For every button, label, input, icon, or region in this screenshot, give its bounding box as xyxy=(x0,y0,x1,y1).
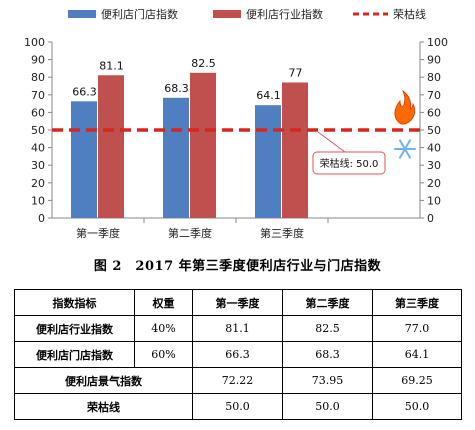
y-tick-label-right: 50 xyxy=(427,124,441,137)
data-label: 68.3 xyxy=(164,82,189,95)
y-tick-label-right: 90 xyxy=(427,54,441,67)
x-tick-label: 第一季度 xyxy=(76,226,120,240)
legend-label: 便利店门店指数 xyxy=(101,7,178,21)
table-header-row: 指数指标 权重 第一季度 第二季度 第三季度 xyxy=(14,289,462,316)
data-label: 64.1 xyxy=(256,89,281,102)
y-tick-label-right: 70 xyxy=(427,89,441,102)
header-weight: 权重 xyxy=(134,289,193,316)
legend-label: 便利店行业指数 xyxy=(246,7,323,21)
bar-store xyxy=(71,101,97,218)
cell-q2: 68.3 xyxy=(282,341,373,368)
row-label: 便利店门店指数 xyxy=(14,341,135,368)
bar-industry xyxy=(190,72,216,218)
index-table: 指数指标 权重 第一季度 第二季度 第三季度 便利店行业指数 40% 81.1 … xyxy=(14,289,462,420)
row-label: 荣枯线 xyxy=(14,393,193,420)
cell-q3: 64.1 xyxy=(372,341,462,368)
data-label: 77 xyxy=(289,66,303,79)
bar-store xyxy=(163,97,189,218)
legend-label: 荣枯线 xyxy=(393,7,426,21)
data-label: 82.5 xyxy=(191,57,216,70)
y-tick-label-left: 30 xyxy=(31,159,45,172)
table-row: 便利店行业指数 40% 81.1 82.5 77.0 xyxy=(14,315,462,342)
data-label: 81.1 xyxy=(99,59,124,72)
y-tick-label-right: 0 xyxy=(427,212,434,225)
row-label: 便利店行业指数 xyxy=(14,315,135,342)
y-tick-label-left: 10 xyxy=(31,194,45,207)
y-tick-label-left: 90 xyxy=(31,54,45,67)
y-tick-label-left: 100 xyxy=(24,36,45,49)
cell-q1: 81.1 xyxy=(192,315,283,342)
bar-store xyxy=(255,105,281,218)
y-tick-label-left: 60 xyxy=(31,106,45,119)
y-tick-label-right: 10 xyxy=(427,194,441,207)
chart: 0 0 10 10 20 20 30 30 40 40 50 50 60 60 70 70 80 80 90 90 10… xyxy=(24,7,448,240)
callout-text: 荣枯线: 50.0 xyxy=(320,157,379,170)
x-tick-label: 第二季度 xyxy=(168,226,212,240)
y-tick-label-left: 0 xyxy=(38,212,45,225)
legend-swatch xyxy=(213,10,241,18)
cell-q2: 82.5 xyxy=(282,315,373,342)
row-label: 便利店景气指数 xyxy=(14,367,193,394)
cell-q1: 50.0 xyxy=(192,393,283,420)
table-row: 便利店景气指数 72.22 73.95 69.25 xyxy=(14,367,462,394)
callout-pointer xyxy=(317,131,346,153)
row-weight: 40% xyxy=(134,315,193,342)
legend-swatch xyxy=(68,10,96,18)
y-tick-label-right: 30 xyxy=(427,159,441,172)
snowflake-icon xyxy=(394,139,416,159)
y-tick-label-left: 50 xyxy=(31,124,45,137)
data-label: 66.3 xyxy=(72,85,97,98)
header-q1: 第一季度 xyxy=(192,289,283,316)
cell-q3: 69.25 xyxy=(372,367,462,394)
y-tick-label-right: 60 xyxy=(427,106,441,119)
callout-box xyxy=(312,151,386,175)
x-tick-label: 第三季度 xyxy=(260,226,304,240)
y-tick-label-left: 80 xyxy=(31,71,45,84)
table-row: 便利店门店指数 60% 66.3 68.3 64.1 xyxy=(14,341,462,368)
cell-q2: 73.95 xyxy=(282,367,373,394)
table-row: 荣枯线 50.0 50.0 50.0 xyxy=(14,393,462,420)
y-tick-label-right: 100 xyxy=(427,36,448,49)
y-tick-label-right: 40 xyxy=(427,142,441,155)
header-q2: 第二季度 xyxy=(282,289,373,316)
header-q3: 第三季度 xyxy=(372,289,462,316)
y-tick-label-left: 40 xyxy=(31,142,45,155)
cell-q3: 50.0 xyxy=(372,393,462,420)
y-tick-label-right: 20 xyxy=(427,177,441,190)
cell-q3: 77.0 xyxy=(372,315,462,342)
cell-q1: 72.22 xyxy=(192,367,283,394)
cell-q1: 66.3 xyxy=(192,341,283,368)
row-weight: 60% xyxy=(134,341,193,368)
cell-q2: 50.0 xyxy=(282,393,373,420)
figure-caption: 图 2 2017 年第三季度便利店行业与门店指数 xyxy=(93,259,382,274)
y-tick-label-left: 20 xyxy=(31,177,45,190)
bar-industry xyxy=(98,75,124,218)
header-indicator: 指数指标 xyxy=(14,289,135,316)
bar-industry xyxy=(282,82,308,218)
y-tick-label-left: 70 xyxy=(31,89,45,102)
y-tick-label-right: 80 xyxy=(427,71,441,84)
fire-icon xyxy=(394,89,416,125)
